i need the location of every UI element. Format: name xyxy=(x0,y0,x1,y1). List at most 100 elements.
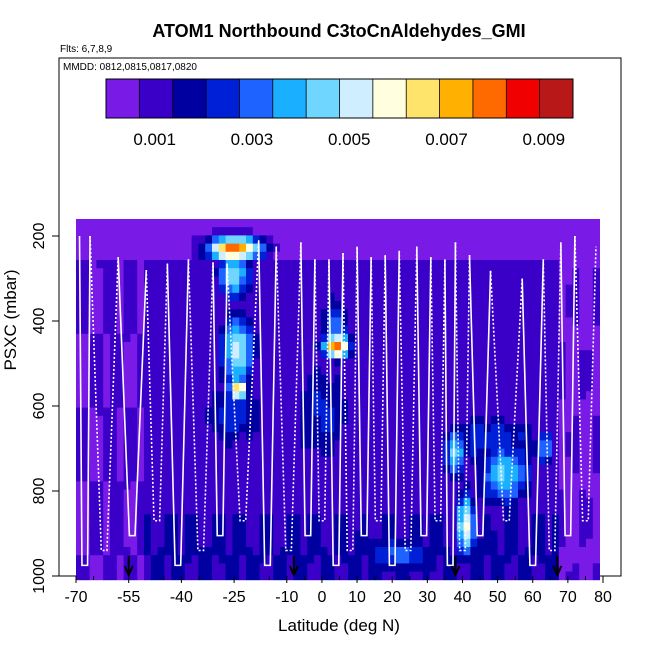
flight-profile-segment xyxy=(300,242,316,537)
heatmap-cell xyxy=(388,448,396,458)
heatmap-cell xyxy=(293,448,301,458)
heatmap-cell xyxy=(273,530,281,540)
heatmap-cell xyxy=(218,260,226,269)
heatmap-cell xyxy=(144,219,152,228)
heatmap-cell xyxy=(286,374,294,384)
heatmap-cell xyxy=(327,571,335,581)
heatmap-cell xyxy=(212,301,220,310)
heatmap-cell xyxy=(456,317,464,326)
heatmap-cell xyxy=(477,497,485,507)
heatmap-cell xyxy=(123,448,131,458)
heatmap-cell xyxy=(572,243,580,253)
heatmap-cell xyxy=(103,317,111,326)
heatmap-cell xyxy=(579,415,587,425)
heatmap-cell xyxy=(293,506,301,515)
heatmap-cell xyxy=(307,432,315,441)
heatmap-cell xyxy=(416,538,424,548)
heatmap-cell xyxy=(184,456,192,466)
heatmap-cell xyxy=(130,563,138,572)
heatmap-cell xyxy=(225,251,233,261)
heatmap-cell xyxy=(184,342,192,351)
heatmap-cell xyxy=(205,235,213,244)
heatmap-cell xyxy=(538,383,546,392)
heatmap-cell xyxy=(266,448,274,458)
heatmap-cell xyxy=(436,292,444,302)
heatmap-cell xyxy=(497,276,505,285)
heatmap-cell xyxy=(490,448,498,458)
heatmap-cell xyxy=(205,530,213,540)
heatmap-cell xyxy=(293,260,301,269)
heatmap-cell xyxy=(103,325,111,335)
heatmap-cell xyxy=(579,235,587,244)
heatmap-cell xyxy=(497,309,505,318)
heatmap-cell xyxy=(171,456,179,466)
heatmap-cell xyxy=(497,465,505,474)
heatmap-cell xyxy=(89,522,97,531)
heatmap-cell xyxy=(103,227,111,236)
heatmap-cell xyxy=(545,489,553,499)
heatmap-cell xyxy=(497,424,505,433)
heatmap-cell xyxy=(463,571,471,581)
heatmap-cell xyxy=(259,374,267,384)
heatmap-cell xyxy=(171,251,179,261)
heatmap-cell xyxy=(110,415,118,425)
heatmap-cell xyxy=(123,350,131,359)
heatmap-cell xyxy=(252,301,260,310)
heatmap-cell xyxy=(348,374,356,384)
heatmap-cell xyxy=(531,366,539,376)
heatmap-cell xyxy=(572,415,580,425)
heatmap-cell xyxy=(456,514,464,523)
heatmap-cell xyxy=(164,342,172,351)
heatmap-cell xyxy=(375,374,383,384)
heatmap-cell xyxy=(89,399,97,408)
heatmap-cell xyxy=(239,366,247,376)
heatmap-cell xyxy=(259,333,267,343)
heatmap-cell xyxy=(361,366,369,376)
arrow-head xyxy=(450,565,461,578)
heatmap-cell xyxy=(123,571,131,581)
heatmap-cell xyxy=(96,424,104,433)
heatmap-cell xyxy=(76,399,84,408)
heatmap-cell xyxy=(518,547,526,556)
heatmap-cell xyxy=(429,260,437,269)
heatmap-cell xyxy=(293,309,301,318)
heatmap-cell xyxy=(171,514,179,523)
heatmap-cell xyxy=(280,358,288,367)
heatmap-cell xyxy=(538,514,546,523)
flight-profile-segment xyxy=(117,257,148,537)
heatmap-cell xyxy=(572,235,580,244)
heatmap-cell xyxy=(205,571,213,581)
heatmap-cell xyxy=(586,456,594,466)
heatmap-cell xyxy=(300,383,308,392)
heatmap-cell xyxy=(259,325,267,335)
heatmap-cell xyxy=(497,301,505,310)
heatmap-cell xyxy=(178,251,186,261)
heatmap-cell xyxy=(409,243,417,253)
heatmap-cell xyxy=(266,358,274,367)
heatmap-cell xyxy=(388,399,396,408)
heatmap-cell xyxy=(130,374,138,384)
heatmap-cell xyxy=(490,415,498,425)
heatmap-cell xyxy=(184,350,192,359)
heatmap-cell xyxy=(361,563,369,572)
heatmap-cell xyxy=(184,506,192,515)
heatmap-cell xyxy=(110,350,118,359)
heatmap-cell xyxy=(368,268,376,277)
heatmap-cell xyxy=(327,243,335,253)
heatmap-cell xyxy=(463,489,471,499)
heatmap-cell xyxy=(212,522,220,531)
heatmap-cell xyxy=(395,563,403,572)
heatmap-cell xyxy=(76,514,84,523)
heatmap-cell xyxy=(422,473,430,482)
heatmap-cell xyxy=(416,317,424,326)
heatmap-cell xyxy=(470,383,478,392)
heatmap-cell xyxy=(545,301,553,310)
heatmap-cell xyxy=(375,497,383,507)
heatmap-cell xyxy=(456,407,464,417)
heatmap-cell xyxy=(334,374,342,384)
heatmap-cell xyxy=(490,514,498,523)
heatmap-cell xyxy=(504,219,512,228)
heatmap-cell xyxy=(368,374,376,384)
heatmap-cell xyxy=(375,481,383,490)
heatmap-cell xyxy=(218,407,226,417)
